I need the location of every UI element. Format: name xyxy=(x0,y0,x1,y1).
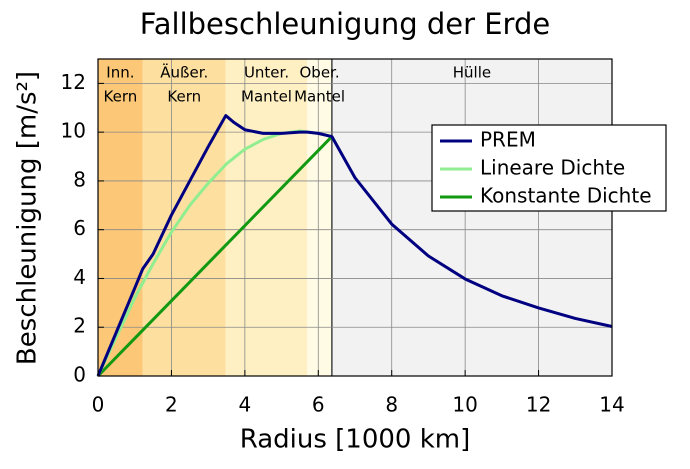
y-axis-label: Beschleunigung [m/s²] xyxy=(13,71,43,365)
x-axis-label: Radius [1000 km] xyxy=(240,425,471,455)
x-tick-label: 14 xyxy=(599,393,624,417)
series-line xyxy=(96,114,613,377)
region-label: Hülle xyxy=(453,64,491,82)
y-tick-label: 8 xyxy=(73,167,86,191)
top-layer: Inn. Kern Äußer. Kern Unter. Mantel Ober. Mante… xyxy=(61,58,667,417)
region xyxy=(331,59,612,376)
x-tick-label: 10 xyxy=(452,393,477,417)
y-tick-label: 4 xyxy=(73,265,86,289)
region-label: Ober. xyxy=(300,64,340,82)
y-tick-label: 0 xyxy=(73,363,86,387)
legend-label: PREM xyxy=(480,128,536,152)
region xyxy=(307,59,332,376)
x-tick-label: 6 xyxy=(312,393,325,417)
y-tick-label: 2 xyxy=(73,314,86,338)
x-tick-label: 2 xyxy=(165,393,178,417)
lines-layer xyxy=(96,114,613,378)
y-tick-label: 10 xyxy=(61,119,86,143)
background-layer xyxy=(98,59,612,376)
region-label: Mantel xyxy=(241,88,292,106)
x-tick-label: 8 xyxy=(385,393,398,417)
y-tick-label: 6 xyxy=(73,216,86,240)
legend-label: Konstante Dichte xyxy=(480,184,652,208)
legend-label: Lineare Dichte xyxy=(480,156,625,180)
region xyxy=(142,59,226,376)
region-label: Kern xyxy=(104,88,138,106)
region-label: Kern xyxy=(167,88,201,106)
region-label: Inn. xyxy=(106,64,134,82)
region xyxy=(225,59,308,376)
region-label: Mantel xyxy=(294,88,345,106)
x-tick-label: 4 xyxy=(238,393,251,417)
x-tick-label: 0 xyxy=(92,393,105,417)
region-label: Unter. xyxy=(244,64,289,82)
region-label: Äußer. xyxy=(160,63,208,82)
y-tick-label: 12 xyxy=(61,70,86,94)
x-tick-label: 12 xyxy=(526,393,551,417)
series-line xyxy=(96,135,333,378)
chart-title: Fallbeschleunigung der Erde xyxy=(140,7,550,41)
plot-frame xyxy=(97,58,613,377)
